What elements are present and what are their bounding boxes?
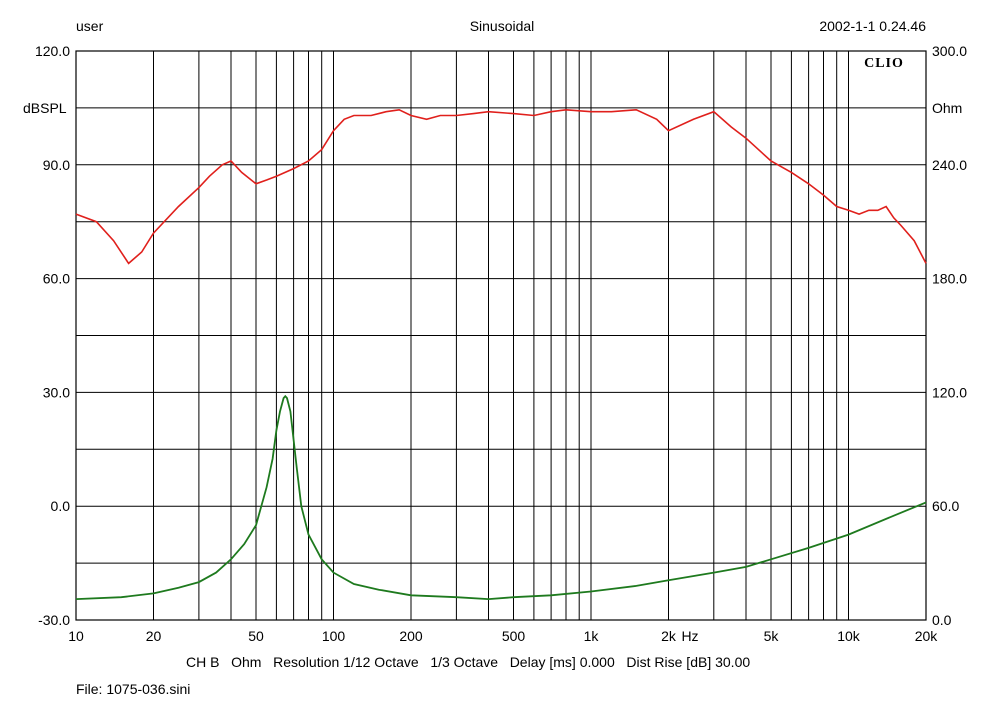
grid [75, 50, 927, 621]
x-tick-label: 50 [248, 628, 264, 644]
x-axis-labels: 10 20 50 100 200 500 1k 2k 5k 10k 20k [68, 628, 938, 644]
left-tick-label: 120.0 [35, 43, 70, 59]
chart-title: Sinusoidal [470, 18, 535, 34]
x-tick-label: 10k [837, 628, 861, 644]
file-name: File: 1075-036.sini [76, 681, 190, 697]
x-tick-label: 500 [502, 628, 526, 644]
left-tick-label: 60.0 [43, 271, 70, 287]
x-unit-label: Hz [681, 628, 698, 644]
right-tick-label: 300.0 [932, 43, 967, 59]
x-tick-label: 2k [661, 628, 677, 644]
x-tick-label: 200 [399, 628, 423, 644]
settings-line: CH B Ohm Resolution 1/12 Octave 1/3 Octa… [186, 654, 750, 670]
x-tick-label: 10 [68, 628, 84, 644]
right-tick-label: 180.0 [932, 271, 967, 287]
x-tick-label: 1k [584, 628, 600, 644]
impedance-series-line [75, 394, 927, 601]
left-axis-labels: 120.0 90.0 60.0 30.0 0.0 -30.0 [35, 43, 70, 628]
clio-logo: CLIO [864, 56, 904, 71]
right-tick-label: 60.0 [932, 498, 959, 514]
header-user: user [76, 18, 104, 34]
x-tick-label: 100 [322, 628, 346, 644]
x-tick-label: 20 [146, 628, 162, 644]
spl-series-line [75, 108, 927, 265]
left-unit-label: dBSPL [23, 100, 67, 116]
left-tick-label: 30.0 [43, 384, 70, 400]
x-tick-label: 5k [764, 628, 780, 644]
right-tick-label: 0.0 [932, 612, 952, 628]
header-datetime: 2002-1-1 0.24.46 [819, 18, 926, 34]
x-tick-label: 20k [915, 628, 939, 644]
left-tick-label: 0.0 [51, 498, 71, 514]
right-tick-label: 240.0 [932, 157, 967, 173]
left-tick-label: -30.0 [38, 612, 70, 628]
right-unit-label: Ohm [932, 100, 962, 116]
left-tick-label: 90.0 [43, 157, 70, 173]
right-tick-label: 120.0 [932, 384, 967, 400]
right-axis-labels: 300.0 240.0 180.0 120.0 60.0 0.0 [932, 43, 967, 628]
plot-frame [75, 50, 927, 621]
